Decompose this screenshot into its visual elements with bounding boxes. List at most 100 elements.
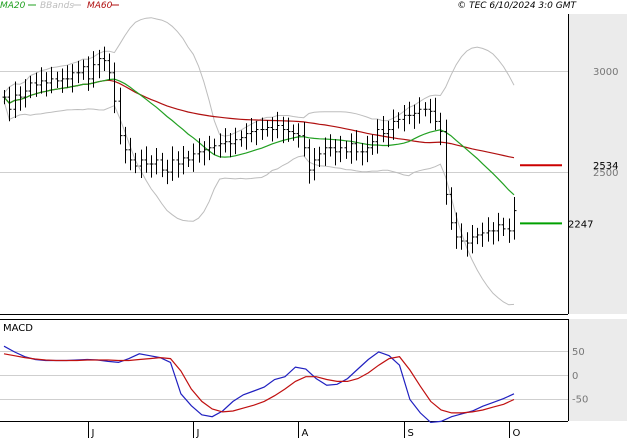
ohlc-bar bbox=[91, 51, 96, 88]
ohlc-bar bbox=[317, 146, 322, 168]
ohlc-bar bbox=[365, 135, 370, 163]
ohlc-bar bbox=[275, 111, 280, 139]
support-level-label: 2247 bbox=[568, 219, 593, 230]
ohlc-bar bbox=[133, 152, 138, 174]
ohlc-bar bbox=[291, 124, 296, 141]
ohlc-bar bbox=[323, 137, 328, 166]
bbands-series bbox=[3, 17, 515, 306]
ohlc-bar bbox=[233, 127, 238, 155]
ohlc-bar bbox=[239, 130, 244, 147]
ohlc-bar bbox=[480, 222, 485, 247]
x-tick-label: A bbox=[302, 428, 309, 439]
ohlc-bar bbox=[286, 117, 291, 142]
ohlc-bar bbox=[2, 90, 7, 105]
ohlc-bar bbox=[55, 71, 60, 88]
ohlc-bar bbox=[197, 138, 202, 163]
ohlc-bar bbox=[407, 101, 412, 125]
bbands-lower-line bbox=[3, 101, 515, 306]
ohlc-bar bbox=[312, 147, 317, 181]
x-tick-label: S bbox=[408, 428, 414, 439]
ohlc-bar bbox=[207, 135, 212, 161]
ohlc-bar bbox=[34, 72, 39, 97]
macd-title: MACD bbox=[3, 323, 33, 334]
ohlc-bar bbox=[260, 117, 265, 140]
ohlc-bar bbox=[107, 53, 112, 80]
ohlc-bar bbox=[486, 217, 491, 242]
x-tick-label: J bbox=[196, 428, 200, 439]
ohlc-bar bbox=[60, 68, 65, 93]
ohlc-bar bbox=[44, 72, 49, 97]
ohlc-bar bbox=[507, 218, 512, 243]
ohlc-bar bbox=[412, 104, 417, 129]
ohlc-bar bbox=[512, 197, 517, 240]
ohlc-bar bbox=[254, 120, 259, 146]
ohlc-bar bbox=[128, 137, 133, 171]
ohlc-bar bbox=[454, 212, 459, 249]
gridlines bbox=[0, 71, 568, 400]
ohlc-bar bbox=[496, 212, 501, 242]
ohlc-bar bbox=[417, 97, 422, 124]
ohlc-bar bbox=[302, 122, 307, 157]
ohlc-bar bbox=[23, 79, 28, 108]
macd-y-tick-label: 50 bbox=[572, 347, 585, 358]
ohlc-bar bbox=[475, 227, 480, 245]
ohlc-bar bbox=[139, 149, 144, 178]
ohlc-bar bbox=[433, 97, 438, 131]
ohlc-bar bbox=[423, 102, 428, 117]
ohlc-bar bbox=[270, 117, 275, 142]
ohlc-bar bbox=[470, 225, 475, 254]
macd-line bbox=[3, 345, 515, 424]
ohlc-bar bbox=[449, 187, 454, 230]
ohlc-bars bbox=[2, 46, 517, 257]
ohlc-bar bbox=[86, 56, 91, 91]
ohlc-bar bbox=[465, 232, 470, 257]
ohlc-bar bbox=[228, 132, 233, 158]
copyright-label: © TEC 6/10/2024 3:0 GMT bbox=[457, 1, 577, 11]
price-y-tick-labels: 3000 2500 bbox=[593, 67, 618, 179]
ma60-legend-label: MA60 bbox=[87, 1, 113, 11]
ohlc-bar bbox=[112, 62, 117, 114]
ohlc-bar bbox=[28, 75, 33, 99]
ohlc-bar bbox=[212, 138, 217, 155]
ohlc-bar bbox=[13, 81, 18, 118]
ohlc-bar bbox=[39, 67, 44, 94]
ohlc-bar bbox=[7, 86, 12, 122]
ohlc-bar bbox=[70, 64, 75, 93]
macd-y-tick-label: -50 bbox=[572, 395, 588, 406]
ohlc-bar bbox=[165, 159, 170, 185]
ohlc-bar bbox=[296, 123, 301, 148]
ohlc-bar bbox=[76, 60, 81, 84]
ohlc-bar bbox=[160, 152, 165, 178]
price-y-tick-label: 3000 bbox=[593, 67, 618, 78]
ohlc-bar bbox=[501, 217, 506, 236]
signal-line bbox=[3, 353, 515, 414]
x-tick-label: O bbox=[513, 428, 521, 439]
header-legend: MA20 BBands MA60 © TEC 6/10/2024 3:0 GMT bbox=[0, 1, 578, 11]
bbands-upper-line bbox=[3, 17, 515, 137]
ohlc-bar bbox=[428, 98, 433, 124]
ohlc-bar bbox=[459, 223, 464, 250]
ohlc-bar bbox=[102, 46, 107, 71]
ohlc-bar bbox=[202, 141, 207, 166]
ohlc-bar bbox=[170, 146, 175, 181]
macd-series bbox=[3, 345, 515, 424]
ohlc-bar bbox=[370, 134, 375, 155]
ohlc-bar bbox=[118, 87, 123, 145]
ohlc-bar bbox=[49, 66, 54, 94]
bbands-legend-label: BBands bbox=[40, 1, 74, 11]
ohlc-bar bbox=[396, 112, 401, 129]
ohlc-bar bbox=[123, 126, 128, 164]
ohlc-bar bbox=[281, 116, 286, 144]
ohlc-bar bbox=[223, 128, 228, 153]
ohlc-bar bbox=[391, 109, 396, 140]
ohlc-bar bbox=[333, 139, 338, 166]
ohlc-bar bbox=[360, 143, 365, 166]
ohlc-bar bbox=[218, 133, 223, 158]
ohlc-bar bbox=[18, 86, 23, 111]
ohlc-bar bbox=[181, 145, 186, 175]
ohlc-bar bbox=[176, 151, 181, 178]
ohlc-bar bbox=[144, 146, 149, 173]
ma60-series bbox=[3, 79, 515, 159]
